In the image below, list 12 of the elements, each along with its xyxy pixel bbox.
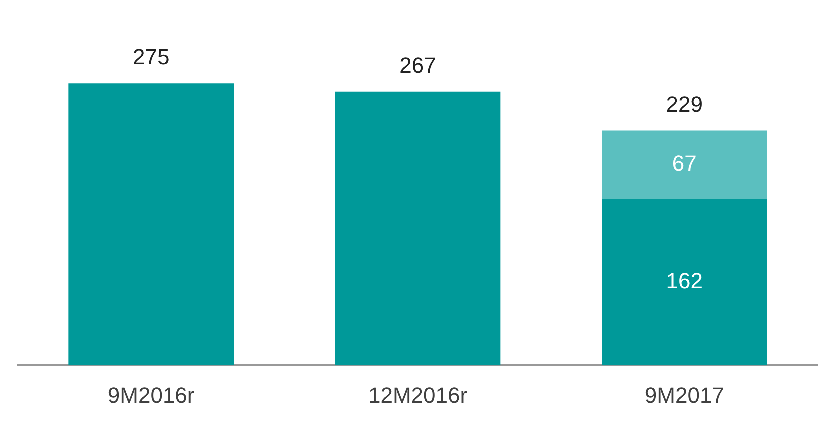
x-tick-label: 9M2017 bbox=[644, 382, 724, 408]
bar bbox=[68, 84, 234, 366]
data-label: 162 bbox=[666, 268, 704, 294]
bar bbox=[602, 199, 768, 366]
total-label: 267 bbox=[400, 52, 436, 78]
data-label: 67 bbox=[672, 151, 697, 176]
bar bbox=[335, 92, 501, 366]
x-tick-label: 12M2016r bbox=[368, 382, 468, 408]
total-label: 275 bbox=[132, 44, 170, 70]
bar bbox=[602, 130, 768, 200]
x-tick-label: 9M2016r bbox=[108, 382, 195, 408]
total-label: 229 bbox=[666, 92, 704, 117]
